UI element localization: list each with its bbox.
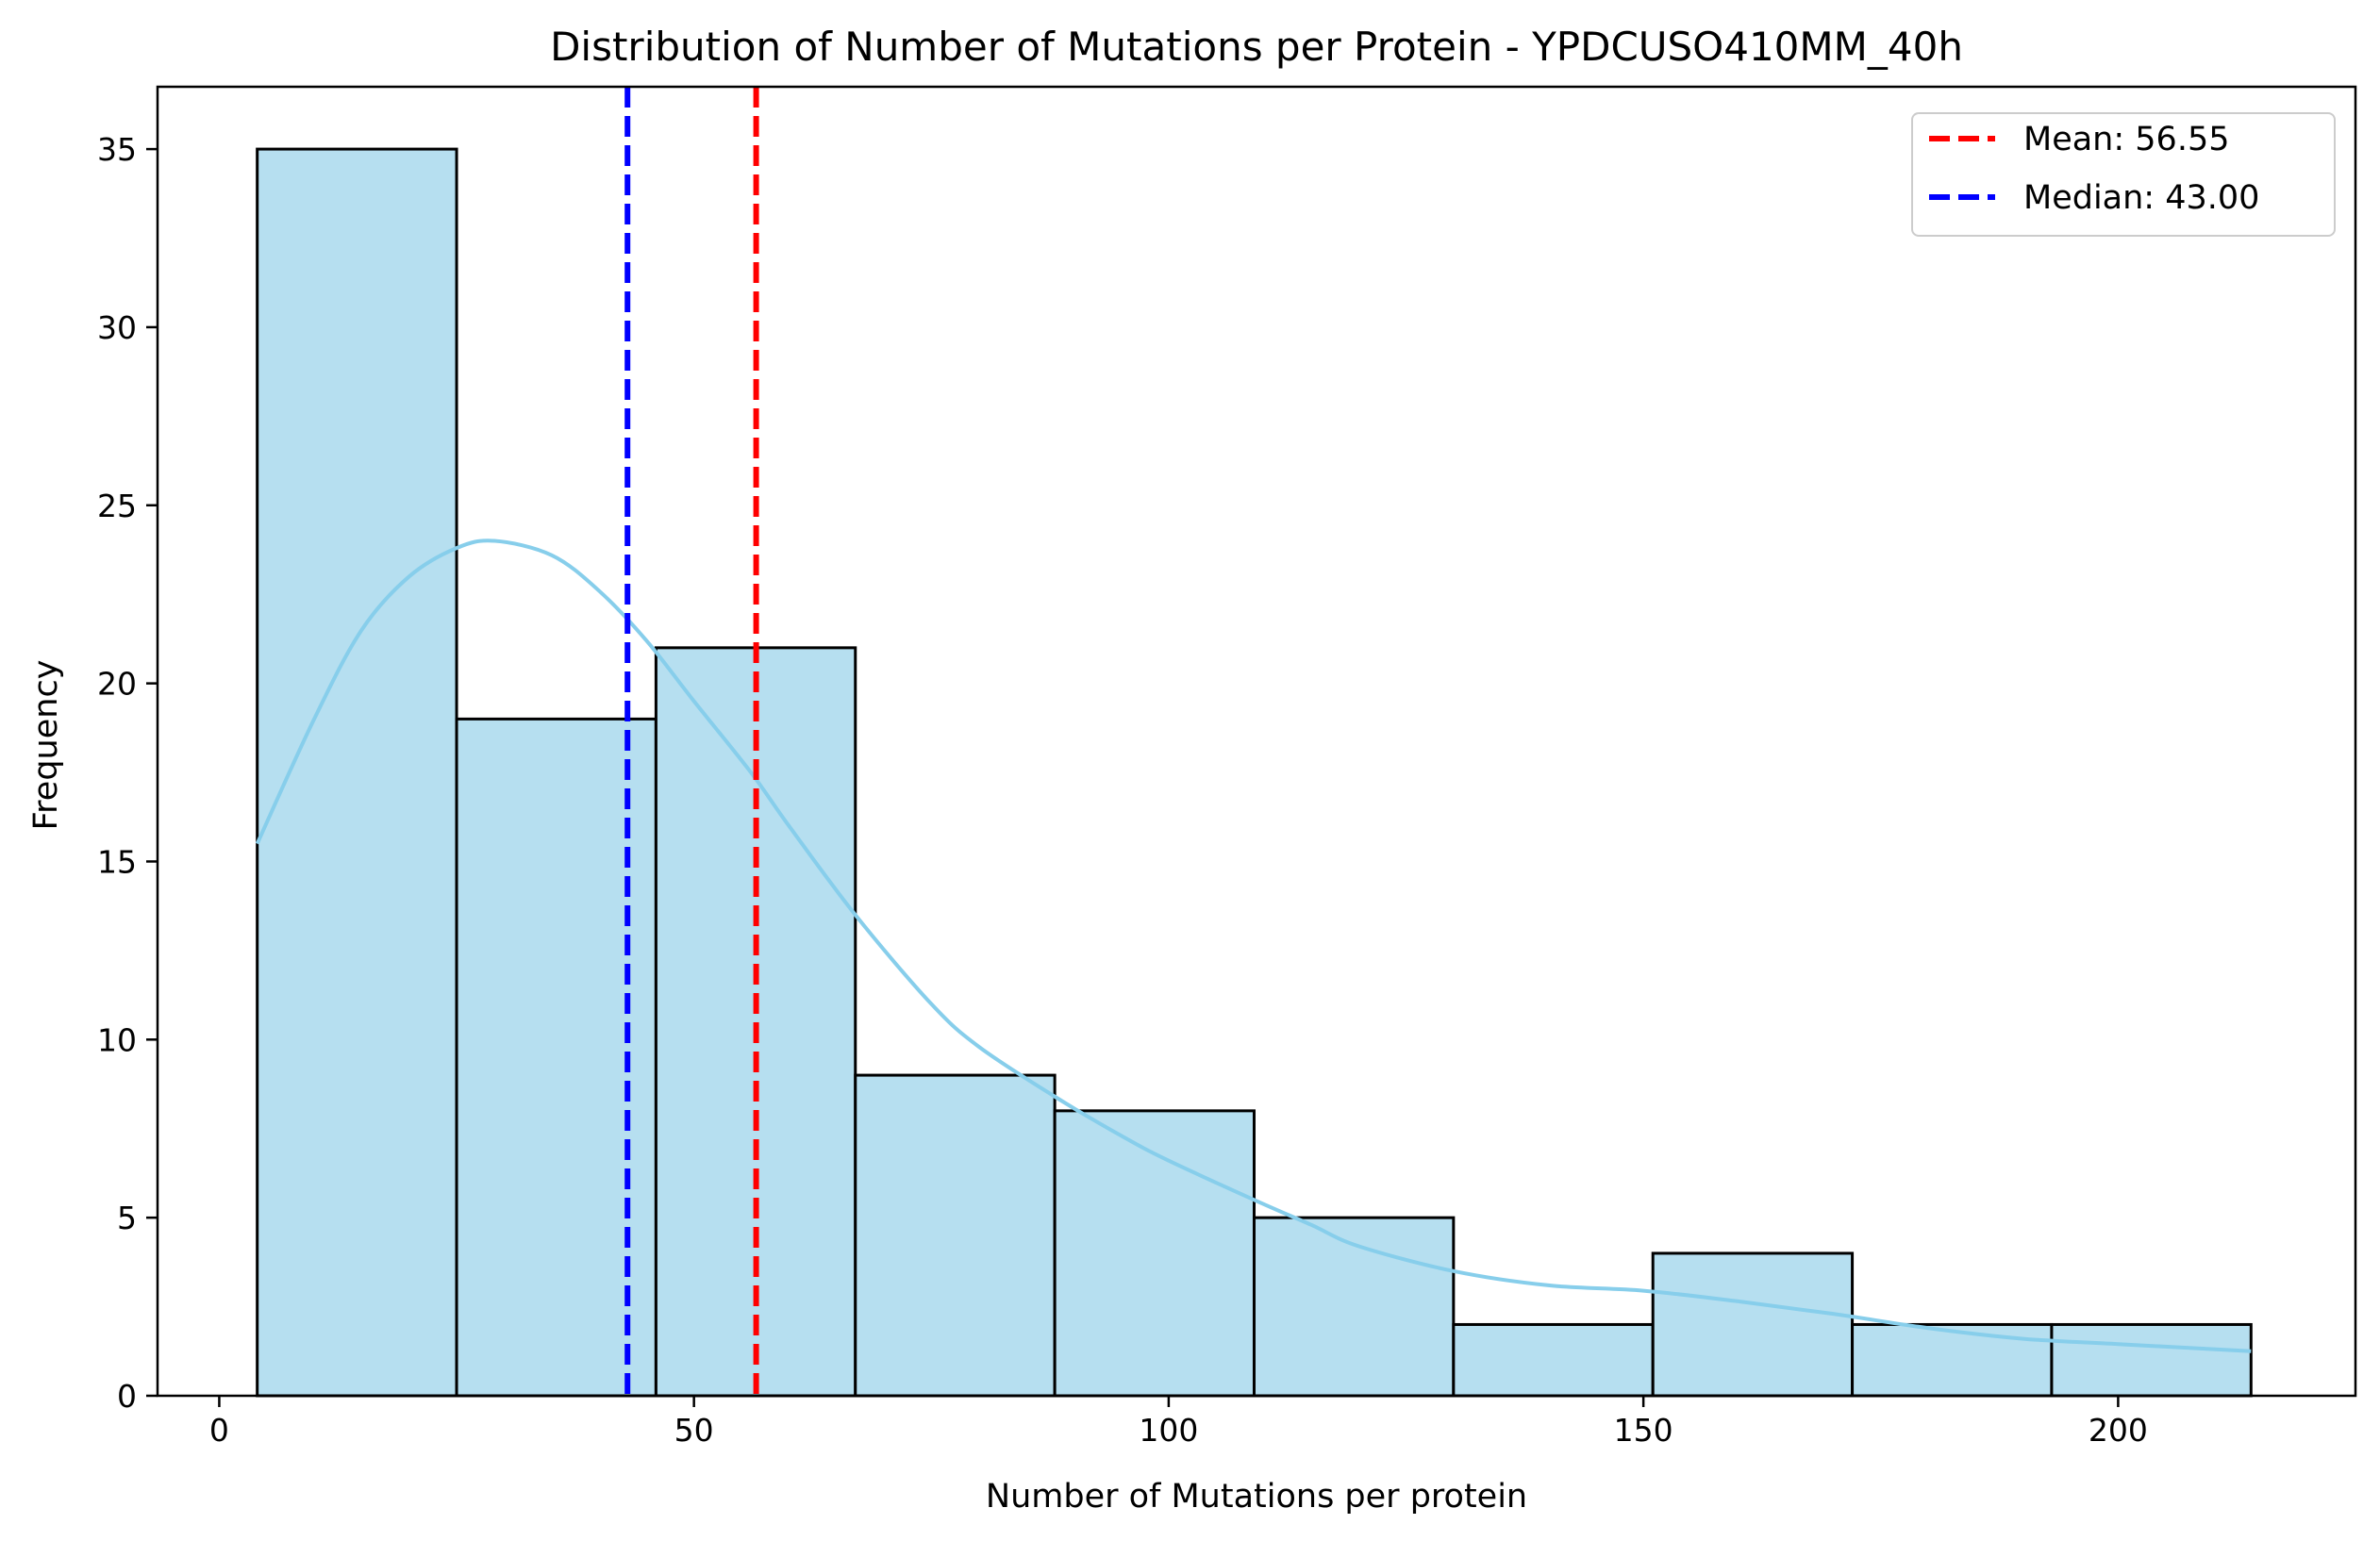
histogram-bar	[1851, 1322, 2054, 1398]
y-tick-label: 10	[97, 1021, 137, 1058]
x-tick-label: 100	[1139, 1412, 1198, 1449]
histogram-bar	[1452, 1322, 1655, 1398]
y-tick-label: 20	[97, 666, 137, 703]
x-tick-label: 0	[209, 1412, 229, 1449]
chart-title: Distribution of Number of Mutations per …	[550, 24, 1963, 70]
plot-area	[255, 87, 2253, 1398]
y-tick-label: 5	[117, 1200, 137, 1236]
legend: Mean: 56.55 Median: 43.00	[1911, 112, 2336, 237]
legend-median-label: Median: 43.00	[2023, 179, 2259, 217]
histogram-bar	[455, 717, 657, 1398]
y-tick-label: 30	[97, 309, 137, 346]
histogram-bar	[2050, 1322, 2253, 1398]
legend-mean-label: Mean: 56.55	[2023, 121, 2229, 158]
axes-frame	[156, 85, 2357, 1398]
y-axis-label: Frequency	[27, 660, 65, 831]
x-tick-label: 150	[1614, 1412, 1673, 1449]
y-tick-label: 15	[97, 843, 137, 880]
legend-box	[1911, 112, 2336, 237]
y-tick-label: 25	[97, 488, 137, 524]
y-tick-label: 0	[117, 1378, 137, 1415]
x-tick-label: 50	[674, 1412, 714, 1449]
axes: 0 50 100 150 200 0 5 10 15 20 25 30 35	[97, 85, 2357, 1449]
histogram-bar	[854, 1073, 1057, 1398]
y-tick-label: 35	[97, 131, 137, 168]
x-axis-label: Number of Mutations per protein	[986, 1478, 1527, 1516]
x-tick-label: 200	[2089, 1412, 2148, 1449]
histogram-bar	[1651, 1251, 1855, 1398]
histogram-bar	[256, 147, 458, 1398]
kde-curve	[255, 539, 2252, 1353]
